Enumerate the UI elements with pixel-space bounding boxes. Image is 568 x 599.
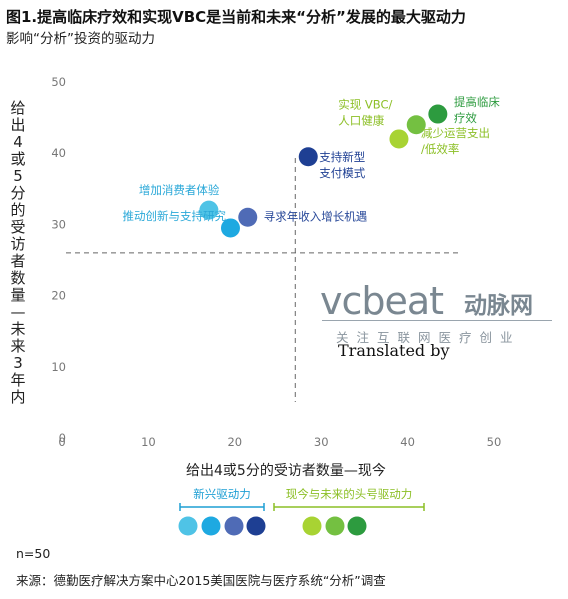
x-tick-label: 10 — [141, 435, 156, 449]
legend-swatch — [246, 516, 266, 536]
data-point — [428, 104, 448, 124]
source-note: 来源：德勤医疗解决方案中心2015美国医院与医疗系统“分析”调查 — [16, 573, 386, 588]
point-label: 实现 VBC/人口健康 — [338, 98, 392, 128]
y-tick-label: 10 — [51, 360, 66, 374]
point-label: 寻求年收入增长机遇 — [264, 209, 368, 223]
point-label-line: 人口健康 — [338, 114, 384, 128]
data-point — [406, 115, 426, 135]
axis-ticks: 0 10 20 30 40 50 50 40 30 20 10 0 — [51, 75, 501, 449]
point-label-line: 支持新型 — [319, 150, 365, 164]
data-point — [298, 147, 318, 167]
sample-size: n=50 — [16, 546, 51, 561]
legend-group-label: 新兴驱动力 — [193, 487, 251, 501]
y-tick-label: 0 — [59, 431, 66, 445]
data-point — [220, 218, 240, 238]
x-tick-label: 20 — [227, 435, 242, 449]
chart-subtitle: 影响“分析”投资的驱动力 — [6, 31, 155, 47]
x-tick-label: 40 — [400, 435, 415, 449]
point-label-line: /低效率 — [421, 142, 459, 156]
y-tick-label: 40 — [51, 146, 66, 160]
legend-swatch — [347, 516, 367, 536]
point-label-line: 疗效 — [454, 111, 477, 125]
point-label: 推动创新与支持研究 — [122, 209, 226, 223]
point-label-line: 实现 VBC/ — [338, 98, 392, 112]
watermark-divider — [322, 320, 552, 321]
y-axis-label: 给出4或5分的受访者数量—未来3年内 — [10, 99, 26, 406]
x-tick-label: 50 — [487, 435, 502, 449]
data-point — [238, 207, 258, 227]
point-label: 提高临床疗效 — [454, 95, 500, 125]
chart-title: 图1.提高临床疗效和实现VBC是当前和未来“分析”发展的最大驱动力 — [6, 8, 466, 26]
legend-swatch — [201, 516, 221, 536]
legend-swatch — [325, 516, 345, 536]
point-label-line: 寻求年收入增长机遇 — [264, 209, 368, 223]
x-tick-label: 0 — [58, 435, 65, 449]
reference-lines — [66, 158, 462, 402]
point-label: 支持新型支付模式 — [319, 150, 365, 180]
legend: 新兴驱动力 现今与未来的头号驱动力 — [178, 487, 425, 536]
x-axis-label: 给出4或5分的受访者数量—现今 — [186, 463, 386, 479]
data-point — [389, 129, 409, 149]
point-label-line: 减少运营支出 — [421, 126, 490, 140]
legend-swatch — [302, 516, 322, 536]
y-tick-label: 30 — [51, 217, 66, 231]
data-points — [199, 104, 448, 238]
legend-swatch — [224, 516, 244, 536]
legend-group-label: 现今与未来的头号驱动力 — [286, 487, 413, 501]
watermark-tagline: 关注互联网医疗创业 — [336, 330, 521, 345]
watermark-translated: Translated by — [338, 341, 450, 360]
data-point — [199, 200, 219, 220]
point-label-line: 增加消费者体验 — [139, 183, 220, 197]
watermark-name: 动脉网 — [464, 293, 533, 319]
point-label: 减少运营支出/低效率 — [421, 126, 490, 156]
y-tick-label: 20 — [51, 289, 66, 303]
point-label-line: 提高临床 — [454, 95, 500, 109]
point-label: 增加消费者体验 — [139, 183, 220, 197]
legend-swatch — [178, 516, 198, 536]
x-tick-label: 30 — [314, 435, 329, 449]
watermark-site: vcbeat — [320, 279, 444, 323]
point-label-line: 支付模式 — [319, 166, 365, 180]
point-label-line: 推动创新与支持研究 — [122, 209, 226, 223]
y-tick-label: 50 — [51, 75, 66, 89]
